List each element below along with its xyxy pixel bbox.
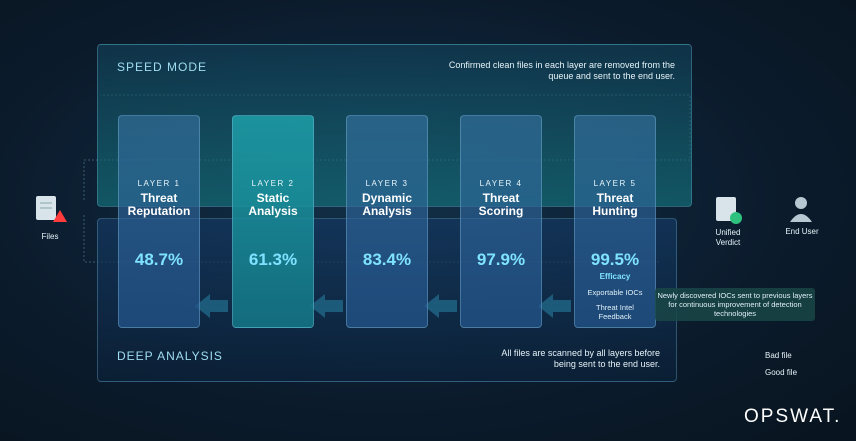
- layer-tag: LAYER 4: [479, 179, 523, 188]
- layer-tag: LAYER 2: [251, 179, 295, 188]
- layer-output: Threat Intel Feedback: [596, 303, 634, 321]
- layer-name: Static Analysis: [248, 191, 298, 218]
- deep-analysis-title: DEEP ANALYSIS: [117, 349, 223, 363]
- user-icon: [790, 197, 812, 222]
- layer-tag: LAYER 3: [365, 179, 409, 188]
- layer-name: Threat Hunting: [592, 191, 638, 218]
- deep-analysis-note: All files are scanned by all layers befo…: [501, 348, 660, 369]
- brand: OPSWAT.: [744, 406, 842, 427]
- layer-score: 83.4%: [362, 250, 412, 269]
- layer-card: LAYER 5 Threat Hunting 99.5% Efficacy Export…: [574, 115, 656, 328]
- layer-tag: LAYER 1: [137, 179, 181, 188]
- layer-card: LAYER 3 Dynamic Analysis 83.4%: [346, 115, 428, 328]
- legend-good: Good file: [765, 368, 798, 377]
- speed-mode-note: Confirmed clean files in each layer are …: [448, 60, 675, 81]
- layer-card: LAYER 2 Static Analysis 61.3%: [232, 115, 314, 328]
- end-user-label: End User: [785, 227, 819, 236]
- files-label: Files: [41, 232, 59, 241]
- verdict-icon: [716, 197, 742, 224]
- layer-score: 61.3%: [248, 250, 298, 269]
- layer-output: Exportable IOCs: [587, 288, 643, 297]
- layer-card: LAYER 4 Threat Scoring 97.9%: [460, 115, 542, 328]
- legend-bad: Bad file: [765, 351, 792, 360]
- speed-mode-title: SPEED MODE: [117, 60, 208, 74]
- verdict-label: Unified Verdict: [715, 228, 741, 247]
- layer-tag: LAYER 5: [593, 179, 637, 188]
- layer-score: 48.7%: [134, 250, 184, 269]
- layer-score: 99.5%: [590, 250, 640, 269]
- layer-name: Threat Reputation: [127, 191, 191, 218]
- files-icon: [36, 196, 67, 222]
- layer-card: LAYER 1 Threat Reputation 48.7%: [118, 115, 200, 328]
- layer-name: Dynamic Analysis: [361, 191, 413, 218]
- feedback-note: Newly discovered IOCs sent to previous l…: [655, 288, 815, 321]
- score-label: Efficacy: [599, 272, 631, 281]
- layer-score: 97.9%: [476, 250, 526, 269]
- layer-name: Threat Scoring: [478, 191, 524, 218]
